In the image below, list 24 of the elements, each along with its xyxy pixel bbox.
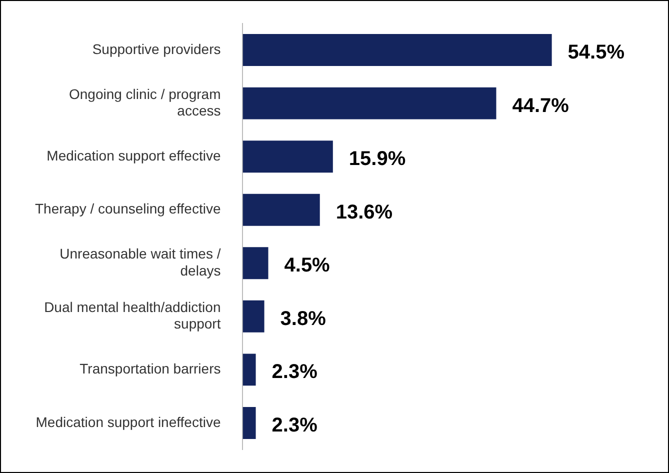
- y-tick-label: Ongoing clinic / program access: [68, 86, 221, 119]
- y-tick-label: Unreasonable wait times / delays: [60, 246, 221, 278]
- data-label: 3.8%: [280, 308, 326, 330]
- y-tick-label: Supportive providers: [92, 40, 221, 57]
- bar: [242, 406, 256, 439]
- y-tick-label: Dual mental health/addiction support: [44, 298, 221, 332]
- bar: [242, 247, 268, 280]
- data-label: 44.7%: [512, 94, 570, 117]
- data-label: 2.3%: [272, 414, 318, 436]
- y-tick-label: Transportation barriers: [80, 360, 221, 377]
- bar: [242, 354, 256, 386]
- bar: [242, 300, 264, 332]
- y-tick-label: Medication support ineffective: [36, 414, 221, 430]
- data-label: 4.5%: [284, 254, 330, 277]
- bar: [242, 87, 496, 120]
- data-label: 2.3%: [272, 361, 318, 384]
- bar: [242, 140, 333, 173]
- y-tick-label: Medication support effective: [46, 147, 221, 164]
- bar: [242, 194, 320, 226]
- bar: [242, 34, 552, 66]
- data-label: 15.9%: [348, 148, 406, 170]
- y-tick-label: Therapy / counseling effective: [34, 200, 221, 217]
- data-label: 13.6%: [336, 201, 393, 224]
- data-label: 54.5%: [568, 42, 625, 64]
